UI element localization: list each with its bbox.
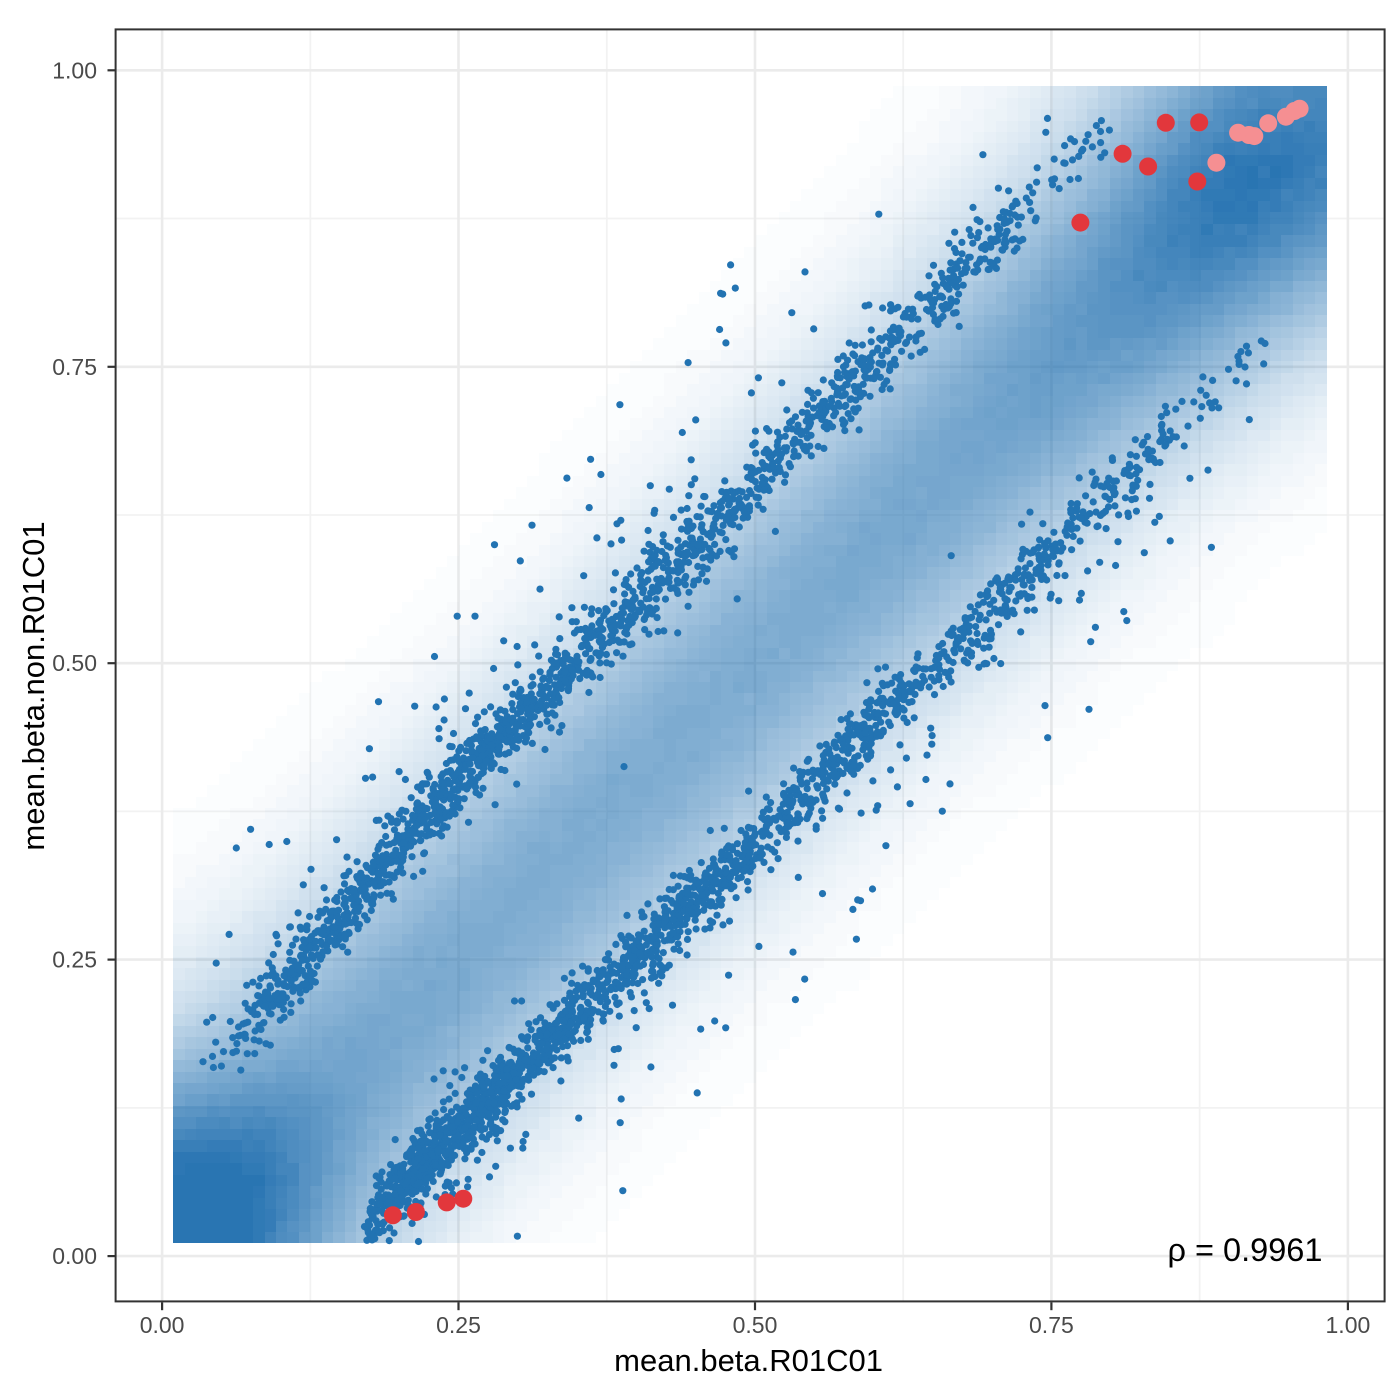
svg-text:0.25: 0.25 (436, 1312, 481, 1338)
svg-text:mean.beta.R01C01: mean.beta.R01C01 (614, 1343, 883, 1378)
svg-text:0.75: 0.75 (52, 354, 97, 380)
svg-text:0.00: 0.00 (140, 1312, 185, 1338)
svg-text:0.25: 0.25 (52, 947, 97, 973)
svg-text:0.00: 0.00 (52, 1243, 97, 1269)
svg-text:0.75: 0.75 (1029, 1312, 1074, 1338)
svg-text:ρ = 0.9961: ρ = 0.9961 (1168, 1232, 1323, 1268)
svg-text:mean.beta.non.R01C01: mean.beta.non.R01C01 (16, 521, 51, 850)
svg-text:1.00: 1.00 (52, 57, 97, 83)
svg-text:0.50: 0.50 (733, 1312, 778, 1338)
svg-text:1.00: 1.00 (1326, 1312, 1371, 1338)
svg-text:0.50: 0.50 (52, 650, 97, 676)
